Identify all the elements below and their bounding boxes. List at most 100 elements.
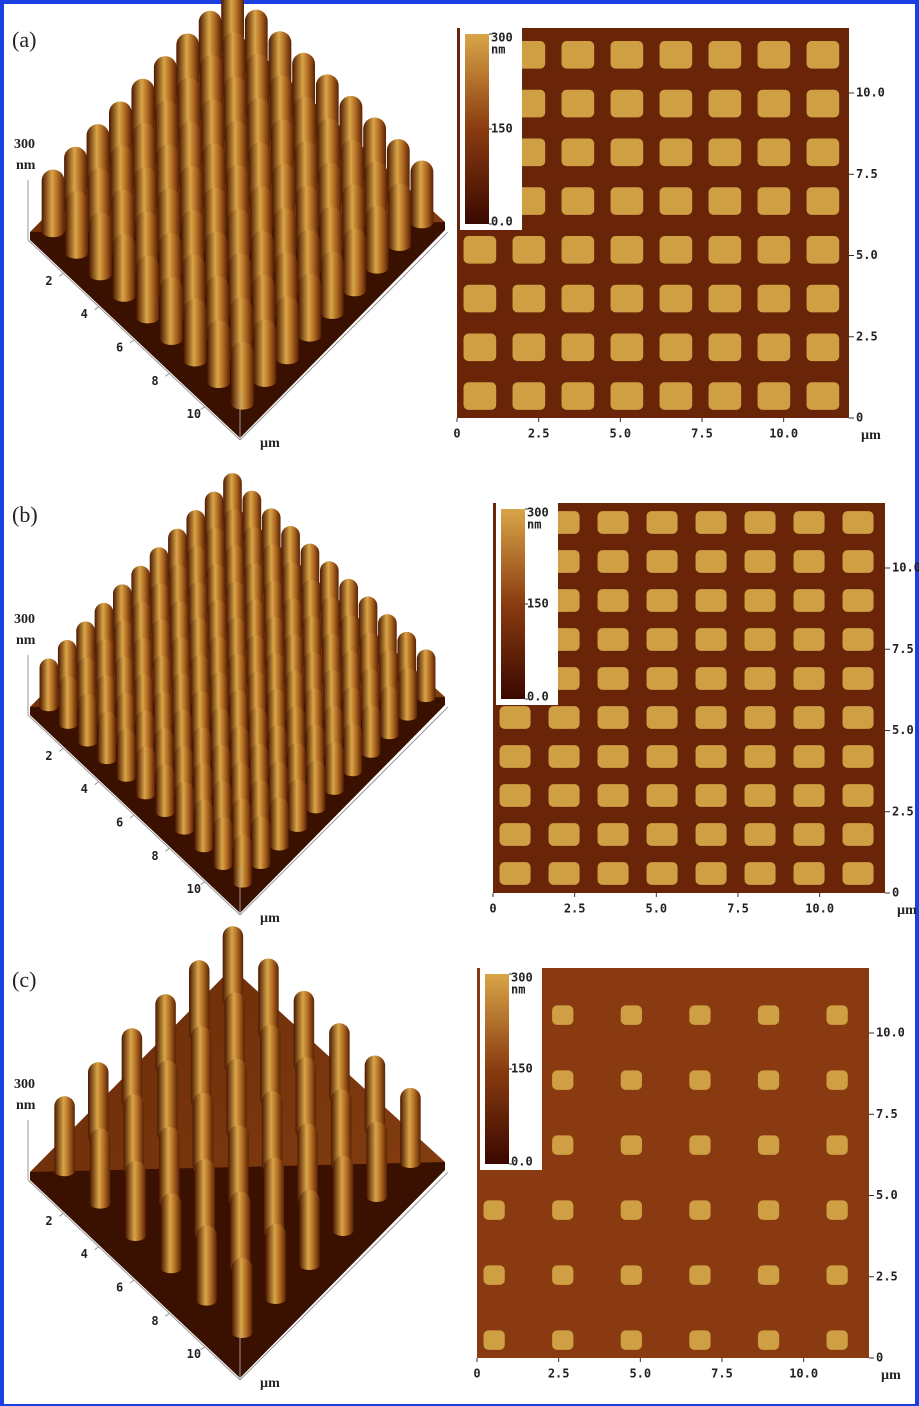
pillar-spot [500,784,531,807]
pillar-spot [709,41,742,69]
surface-tick [130,1280,134,1283]
pillar [59,676,78,729]
pillar-spot [562,139,595,167]
pillar-spot [621,1005,642,1025]
page: AFM figure {"panels": [ {"label": "(a)",… [0,0,919,1406]
pillar [184,299,207,367]
height-scale: 300 [14,1077,35,1092]
pillar-spot [794,706,825,729]
pillar-spot [758,1070,779,1090]
surface-plot: 300nm246810µm [14,0,448,451]
pillar-spot [611,334,644,362]
x-unit: µm [861,428,881,443]
pillar-spot [807,187,840,215]
x-tick-label: 7.5 [691,427,713,441]
pillar-spot [562,187,595,215]
pillar-spot [709,382,742,410]
pillar-spot [745,511,776,534]
pillar [65,191,88,259]
pillar-spot [500,706,531,729]
pillar-spot [843,667,874,690]
pillar-spot [807,236,840,264]
pillar-spot [758,334,791,362]
pillar-spot [827,1330,848,1350]
pillar-spot [598,667,629,690]
pillar-spot [647,550,678,573]
colorbar-tick-label: 0.0 [527,690,549,704]
pillar-spot [549,823,580,846]
pillar-spot [696,667,727,690]
pillar-spot [647,784,678,807]
pillar-spot [660,139,693,167]
colorbar-unit: nm [491,43,505,57]
pillar-spot [696,784,727,807]
pillar [196,1226,217,1306]
y-tick-label: 5.0 [876,1188,898,1202]
pillar-spot [552,1070,573,1090]
pillar-spot [794,823,825,846]
x-tick-label: 2.5 [564,902,586,916]
colorbar-tick-label: 0.0 [511,1155,533,1169]
pillar-spot [611,236,644,264]
body: (a)300nm246810µm 0.0 150 300 nm 0 2.5 5.0 7.5 10.… [0,0,919,1406]
pillar-spot [611,139,644,167]
pillar-spot [562,285,595,313]
figure: (a)300nm246810µm 0.0 150 300 nm 0 2.5 5.0 7.5 10.… [0,0,919,1406]
pillar-spot [758,285,791,313]
y-tick-label: 7.5 [892,642,914,656]
x-tick-label: 10.0 [805,902,834,916]
surface-tick [95,1247,99,1250]
surface-tick-label: 6 [116,1281,123,1295]
colorbar-tick-label: 150 [511,1062,533,1076]
pillar-spot [552,1330,573,1350]
pillar-spot [598,823,629,846]
pillar [125,1161,145,1241]
pillar-spot [598,550,629,573]
x-tick-label: 2.5 [548,1367,570,1381]
pillar-spot [647,628,678,651]
pillar [160,277,183,345]
pillar-spot [647,667,678,690]
pillar-spot [513,236,546,264]
pillar-spot [758,1135,779,1155]
pillar-spot [562,90,595,118]
pillar-spot [745,589,776,612]
pillar [398,668,417,721]
y-tick-label: 7.5 [876,1107,898,1121]
pillar-spot [843,862,874,885]
pillar [366,206,389,274]
pillar-spot [464,382,497,410]
pillar [98,711,117,764]
panel-label: (a) [12,27,36,52]
x-tick-label: 0 [453,427,460,441]
pillar [321,251,344,319]
pillar-spot [696,511,727,534]
pillar [362,705,381,758]
pillar-spot [758,1265,779,1285]
pillar-spot [827,1135,848,1155]
pillar-spot [689,1200,710,1220]
x-tick-label: 7.5 [711,1367,733,1381]
pillar-spot [647,589,678,612]
pillar-spot [758,90,791,118]
surface-tick-label: 10 [187,1347,201,1361]
pillar-spot [549,862,580,885]
pillar-spot [807,382,840,410]
pillar [276,297,299,365]
panel-label: (b) [12,502,38,527]
pillar-spot [611,285,644,313]
pillar [156,764,175,817]
surface-tick [165,1313,169,1316]
pillar-spot [794,784,825,807]
pillar-spot [598,862,629,885]
surface-tick [59,1213,63,1216]
pillar-spot [709,139,742,167]
pillar-spot [660,236,693,264]
pillar-spot [689,1070,710,1090]
y-tick-label: 0 [892,886,899,900]
surface-tick-label: 10 [187,882,201,896]
pillar-spot [484,1200,505,1220]
panel: (b)300nm246810µm0.0150300nm02.55.07.510.… [12,473,919,926]
pillar-spot [611,90,644,118]
